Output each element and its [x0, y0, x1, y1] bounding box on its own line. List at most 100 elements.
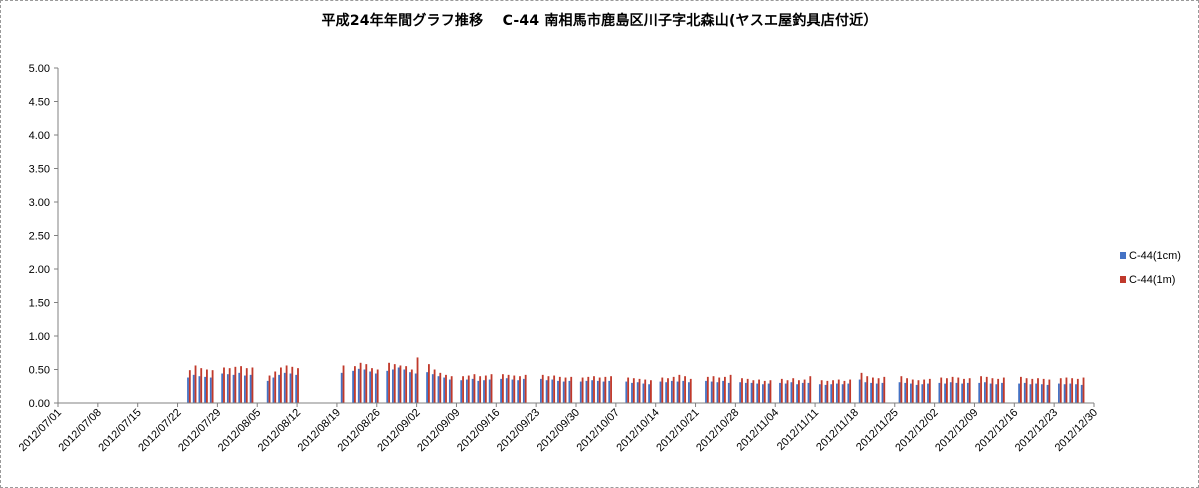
bar [547, 376, 550, 403]
bar [767, 383, 770, 403]
bar [928, 378, 931, 403]
bar [665, 382, 668, 403]
bar [522, 378, 525, 403]
bar [460, 380, 463, 403]
bar [832, 380, 834, 403]
bar [997, 378, 1000, 403]
bar [545, 380, 548, 403]
bar [790, 382, 793, 403]
bar [371, 368, 373, 403]
bar [272, 377, 275, 403]
bar [283, 372, 286, 403]
bar [553, 375, 556, 403]
bar [602, 381, 605, 403]
bar [991, 378, 994, 403]
bar [410, 369, 413, 403]
bar [915, 384, 918, 403]
bar [631, 382, 633, 403]
bar [596, 380, 599, 403]
bar [648, 384, 650, 403]
y-tick-label: 2.50 [29, 231, 50, 243]
bar [796, 384, 798, 403]
bar [1002, 377, 1005, 403]
bar [289, 373, 292, 403]
bar [980, 376, 982, 403]
bar [758, 379, 760, 403]
bar [769, 380, 772, 403]
bar [274, 371, 277, 403]
bar [1076, 378, 1079, 403]
bar [780, 378, 783, 403]
bar [352, 370, 354, 403]
bar [872, 377, 874, 403]
legend: C-44(1cm) C-44(1m) [1120, 250, 1181, 286]
bar [803, 379, 806, 403]
bar [285, 365, 288, 403]
bar [187, 377, 189, 403]
bar [744, 382, 747, 403]
bar [995, 384, 998, 403]
bar [188, 370, 191, 403]
bar [837, 379, 840, 403]
bar [1029, 384, 1032, 403]
bar [1046, 384, 1049, 403]
bar [604, 376, 607, 403]
bar [746, 378, 749, 403]
bar [359, 362, 362, 403]
bar [676, 381, 679, 403]
bar [1069, 383, 1072, 403]
bar [841, 384, 844, 403]
bar [433, 369, 436, 403]
bar [204, 376, 206, 403]
bar [426, 372, 428, 403]
bar [266, 380, 269, 403]
bar [541, 374, 544, 403]
bar [443, 377, 446, 403]
bar [342, 365, 345, 403]
bar [883, 376, 886, 403]
bar [820, 380, 823, 403]
bar [1018, 383, 1020, 403]
bar [724, 376, 726, 403]
bar [727, 382, 730, 403]
bar [206, 369, 208, 403]
bar [870, 382, 872, 403]
bar [540, 378, 542, 403]
bar [500, 378, 502, 403]
bar [741, 378, 743, 403]
bar [667, 378, 669, 403]
bar [801, 382, 804, 403]
bar [1048, 379, 1051, 403]
bar [750, 382, 753, 403]
bar [471, 378, 474, 403]
bar [898, 382, 901, 403]
bar [409, 372, 411, 403]
bar [483, 380, 485, 403]
bar [507, 374, 510, 403]
bar [278, 374, 280, 403]
x-tick-label: 2012/12/30 [1053, 407, 1100, 454]
bar [403, 369, 406, 403]
bar [593, 376, 595, 403]
bar [416, 357, 419, 403]
bar [228, 368, 231, 403]
bar [946, 378, 948, 403]
bar [632, 378, 635, 403]
bar [268, 375, 271, 403]
bar [511, 379, 514, 403]
bar [297, 368, 299, 403]
bar [397, 367, 400, 403]
bar [448, 379, 451, 403]
bar [1059, 378, 1062, 403]
y-tick-label: 4.50 [29, 97, 50, 109]
bar [374, 373, 377, 403]
bar [591, 380, 594, 403]
y-tick-label: 4.00 [29, 130, 50, 142]
bar [357, 368, 360, 403]
bar [579, 381, 582, 403]
bar [716, 382, 719, 403]
bar [450, 376, 453, 403]
bar [792, 378, 795, 403]
bar [200, 368, 203, 403]
